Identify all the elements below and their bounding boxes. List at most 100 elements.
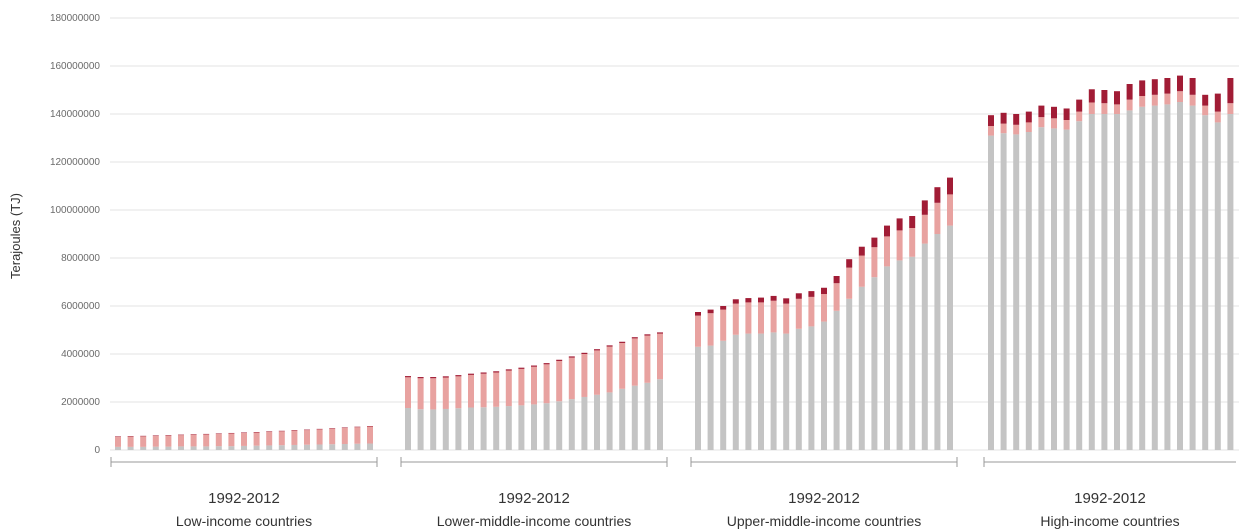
bar-segment-top [619,341,626,343]
bar-segment-top [1164,78,1171,94]
bar-segment-top [1202,94,1209,106]
bar-segment-middle [1101,103,1108,114]
bar-segment-middle [1151,94,1158,106]
bar-segment-top [556,359,563,361]
bar-segment-base [695,346,701,450]
y-tick-label: 4000000 [61,349,100,360]
bar-segment-middle [770,300,777,333]
bar-segment-top [480,372,487,374]
bar-segment-base [1177,102,1183,450]
bar-segment-base [745,333,752,450]
bar-segment-middle [1139,96,1146,107]
bar-segment-middle [543,364,550,404]
bar-segment-top [581,352,588,354]
bar-segment-base [896,260,903,450]
bar-segment-middle [1164,93,1171,105]
y-tick-label: 100000000 [50,205,100,216]
bar-segment-base [1013,134,1020,450]
bar-segment-base [1214,122,1221,451]
bar-segment-middle [619,342,626,389]
bar-segment-top [1051,106,1057,119]
bar-segment-base [1139,106,1146,451]
bar-segment-middle [1000,123,1007,134]
y-tick-label: 120000000 [50,157,100,168]
bar-segment-top [594,349,600,351]
bar-segment-top [871,237,878,248]
bar-segment-base [417,409,424,450]
bar-segment-base [783,333,790,450]
bar-segment-middle [581,354,588,397]
bar-segment-base [657,379,663,450]
bar-segment-base [606,392,613,450]
bar-segment-middle [1202,105,1209,116]
bar-segment-top [1189,78,1196,95]
bar-segment-base [1088,114,1095,450]
bar-segment-middle [127,436,134,447]
bar-segment-top [783,298,790,304]
bar-segment-middle [1088,102,1095,114]
group-period-label: 1992-2012 [788,490,860,507]
bar-segment-middle [720,309,727,341]
bar-segment-base [1063,129,1070,450]
bar-segment-middle [606,346,613,393]
bar-segment-base [821,321,827,450]
y-axis-title: Terajoules (TJ) [8,193,23,279]
group-period-label: 1992-2012 [208,490,280,507]
bar-segment-base [884,266,890,450]
y-tick-label: 6000000 [61,301,100,312]
bar-segment-middle [821,294,827,322]
bar-segment-top [795,293,802,299]
bar-segment-base [518,405,525,450]
bar-segment-middle [152,435,159,447]
bar-segment-top [1063,108,1070,120]
bar-segment-middle [518,368,525,406]
bar-segment-top [1025,111,1032,123]
bar-segment-base [228,446,235,450]
bar-segment-base [543,403,550,450]
bar-segment-top [606,345,613,347]
bar-segment-middle [140,436,147,447]
bar-segment-base [631,385,638,450]
bar-segment-middle [278,431,285,446]
bar-segment-middle [165,435,172,447]
bar-segment-top [921,200,928,215]
bar-segment-middle [228,433,235,447]
bar-segment-top [1038,105,1045,118]
bar-segment-top [695,312,701,316]
bar-segment-base [1114,114,1120,450]
bar-segment-base [1025,132,1032,450]
bar-segment-top [1000,112,1007,124]
bar-segment-base [909,256,916,450]
bar-segment-middle [493,372,500,407]
bar-segment-top [846,259,853,268]
bar-segment-middle [341,427,348,444]
group-name-label: Low-income countries [176,513,312,529]
bar-segment-middle [1051,118,1057,129]
bar-segment-base [1038,127,1045,450]
bar-segment-middle [480,373,487,408]
bar-segment-middle [253,432,260,446]
y-tick-label: 140000000 [50,109,100,120]
y-tick-label: 180000000 [50,13,100,24]
bar-segment-middle [858,255,865,287]
bar-segment-top [1151,79,1158,95]
bar-segment-top [821,287,827,294]
bar-segment-middle [1214,111,1221,123]
bar-segment-middle [568,357,575,400]
bar-segment-base [505,406,512,450]
bar-segment-base [405,408,411,450]
bar-segment-base [291,444,298,450]
bar-segment-top [1101,90,1108,104]
bar-segment-middle [266,431,273,446]
bar-segment-base [758,333,764,450]
bar-segment-middle [556,360,563,402]
bar-segment-top [1214,93,1221,112]
group-labels: 1992-2012 Low-income countries 1992-2012 Lo… [176,490,1180,529]
bar-segment-base [178,446,184,450]
bar-segment-base [278,445,285,450]
bar-segment-middle [505,370,512,407]
bar-segment-base [1076,121,1083,450]
bar-segment-top [884,225,890,237]
bar-segment-base [266,445,273,450]
bar-segment-middle [1177,91,1183,102]
